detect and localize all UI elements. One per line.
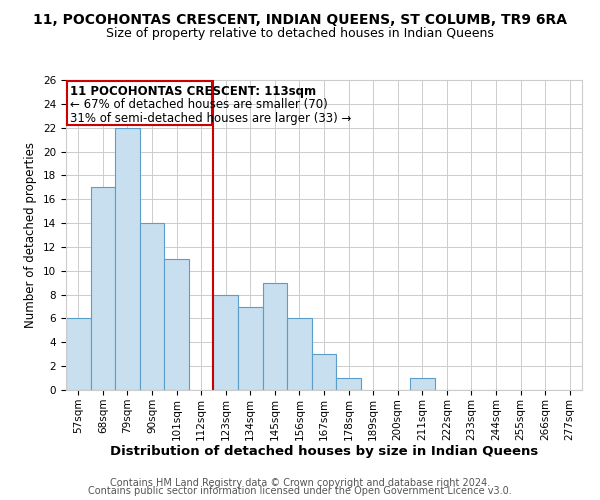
Bar — [287, 318, 312, 390]
Bar — [91, 188, 115, 390]
FancyBboxPatch shape — [67, 81, 212, 126]
Text: Contains public sector information licensed under the Open Government Licence v3: Contains public sector information licen… — [88, 486, 512, 496]
Bar — [140, 223, 164, 390]
Text: ← 67% of detached houses are smaller (70): ← 67% of detached houses are smaller (70… — [70, 98, 328, 112]
Y-axis label: Number of detached properties: Number of detached properties — [25, 142, 37, 328]
Bar — [214, 294, 238, 390]
Bar — [263, 282, 287, 390]
Text: Size of property relative to detached houses in Indian Queens: Size of property relative to detached ho… — [106, 28, 494, 40]
Bar — [410, 378, 434, 390]
Text: 31% of semi-detached houses are larger (33) →: 31% of semi-detached houses are larger (… — [70, 112, 351, 125]
Bar — [115, 128, 140, 390]
X-axis label: Distribution of detached houses by size in Indian Queens: Distribution of detached houses by size … — [110, 446, 538, 458]
Bar — [312, 354, 336, 390]
Bar — [66, 318, 91, 390]
Bar — [164, 259, 189, 390]
Text: 11 POCOHONTAS CRESCENT: 113sqm: 11 POCOHONTAS CRESCENT: 113sqm — [70, 85, 316, 98]
Text: 11, POCOHONTAS CRESCENT, INDIAN QUEENS, ST COLUMB, TR9 6RA: 11, POCOHONTAS CRESCENT, INDIAN QUEENS, … — [33, 12, 567, 26]
Bar — [336, 378, 361, 390]
Text: Contains HM Land Registry data © Crown copyright and database right 2024.: Contains HM Land Registry data © Crown c… — [110, 478, 490, 488]
Bar — [238, 306, 263, 390]
